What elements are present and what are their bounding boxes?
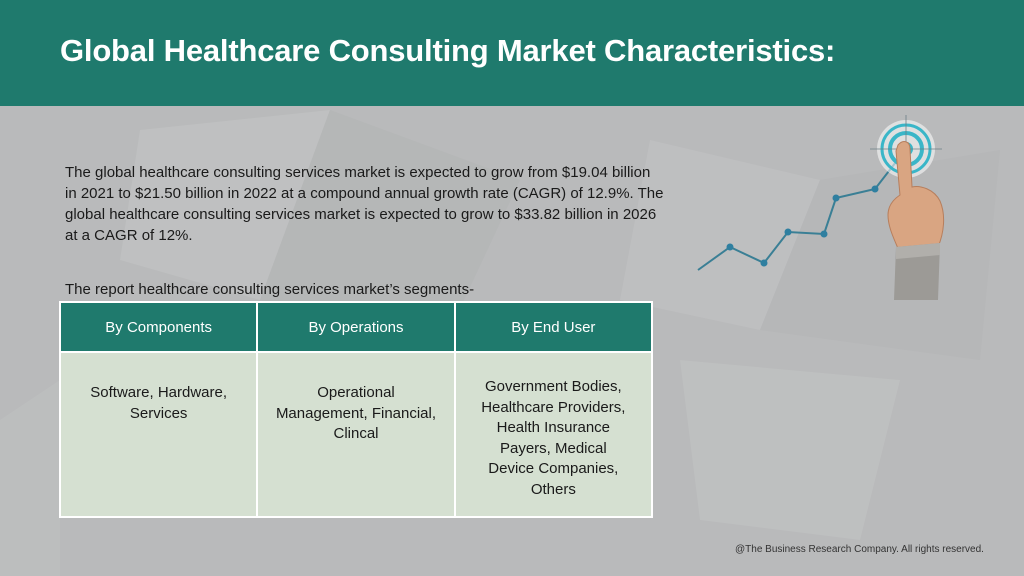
- cell-line: Device Companies,: [488, 460, 619, 477]
- cell-line: Clincal: [333, 425, 379, 442]
- cell-line: Payers, Medical: [499, 439, 607, 457]
- segments-header-row: By Components By Operations By End User: [58, 301, 654, 353]
- cell-line: Services: [129, 404, 188, 422]
- cell-line: Government Bodies,: [484, 378, 622, 395]
- cell-line: Others: [530, 480, 576, 498]
- header-banner: Global Healthcare Consulting Market Char…: [0, 0, 1024, 106]
- cell-line: Software, Hardware,: [90, 384, 228, 401]
- cell-line: Operational: [317, 384, 395, 401]
- cell-line: Healthcare Providers,: [481, 398, 626, 416]
- column-header-operations: By Operations: [256, 301, 456, 353]
- cell-line: Management, Financial,: [275, 404, 437, 422]
- segments-table: By Components By Operations By End User …: [58, 301, 654, 518]
- cell-components: Software, Hardware, Services: [58, 351, 259, 518]
- copyright-footer: @The Business Research Company. All righ…: [735, 544, 984, 555]
- column-header-end-user: By End User: [453, 301, 654, 353]
- cell-end-user: Government Bodies, Healthcare Providers,…: [453, 351, 654, 518]
- segments-body-row: Software, Hardware, Services Operational…: [58, 351, 654, 518]
- growth-chart-target-hand-icon: [697, 115, 945, 300]
- page-title: Global Healthcare Consulting Market Char…: [60, 33, 836, 68]
- segments-heading: The report healthcare consulting service…: [65, 281, 475, 298]
- cell-operations: Operational Management, Financial, Clinc…: [256, 351, 456, 518]
- cell-line: Health Insurance: [496, 419, 611, 436]
- column-header-components: By Components: [58, 301, 259, 353]
- intro-paragraph: The global healthcare consulting service…: [65, 164, 664, 244]
